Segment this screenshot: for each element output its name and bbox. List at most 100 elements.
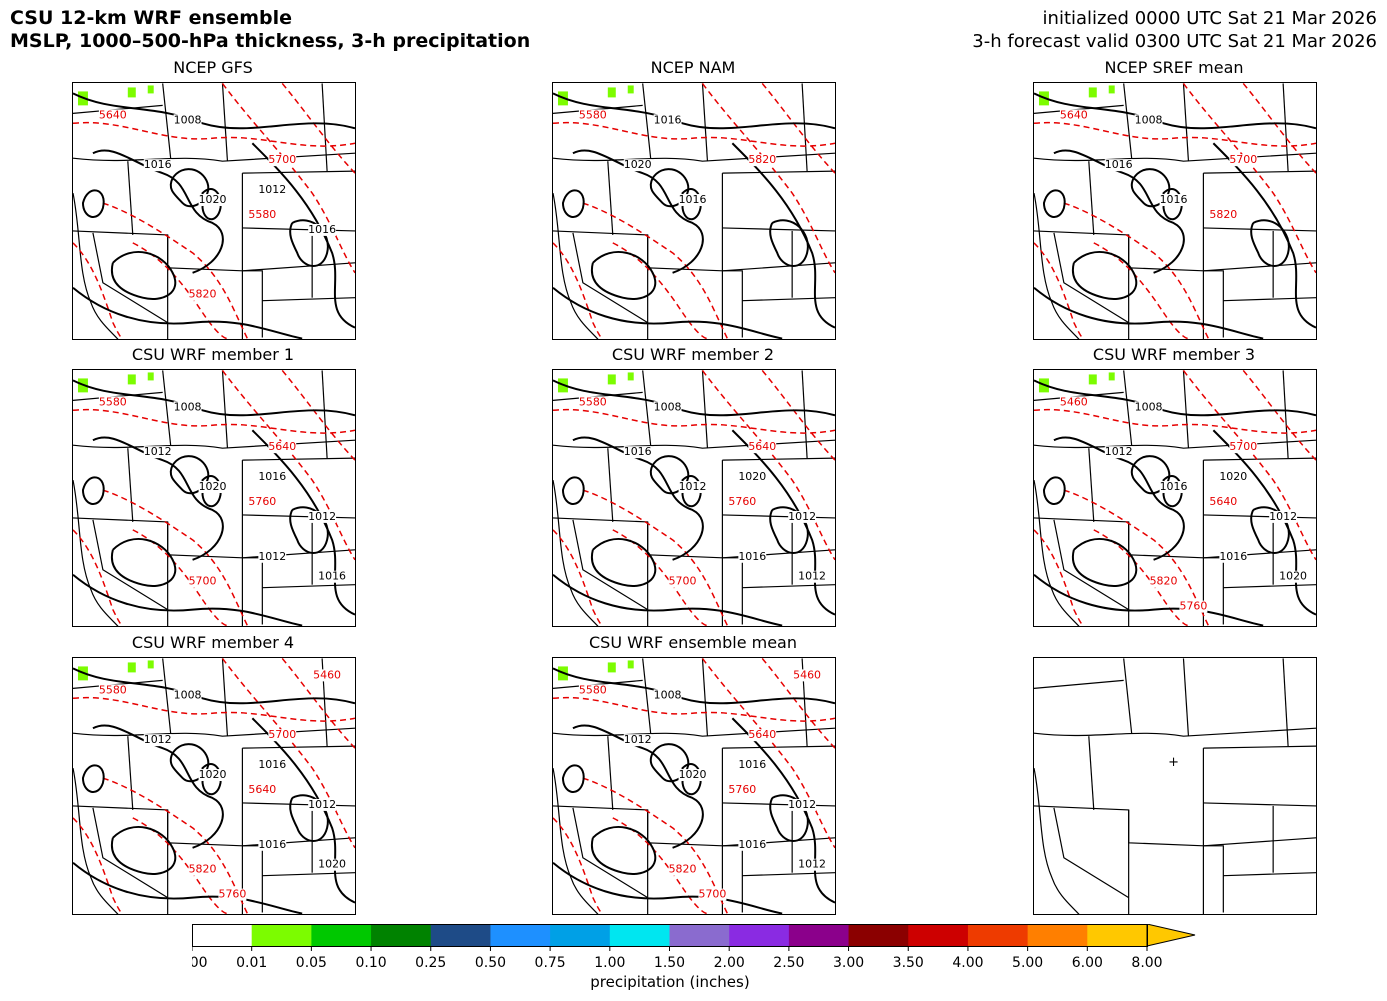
contour-label-background <box>188 863 217 876</box>
contour-label-background <box>268 729 297 742</box>
precipitation-area <box>127 87 136 98</box>
state-boundary <box>742 872 835 877</box>
contour-label-background <box>198 194 227 207</box>
contour-label-background <box>798 570 827 583</box>
thickness-label: 5640 <box>1209 495 1237 508</box>
thickness-contour <box>281 83 355 174</box>
contour-label-background <box>738 471 767 484</box>
state-boundary <box>1123 370 1133 446</box>
contour-label-background <box>728 496 757 508</box>
isobar-label: 1008 <box>1135 113 1163 126</box>
isobar-label: 1020 <box>199 768 227 781</box>
thickness-contour <box>761 370 835 461</box>
contour-label-background <box>308 798 337 811</box>
isobar-label: 1008 <box>654 688 682 701</box>
isobar-contour <box>572 149 704 274</box>
contour-label-background <box>248 496 277 508</box>
thickness-label: 5820 <box>669 863 697 876</box>
colorbar-segment <box>788 924 850 946</box>
state-boundary <box>92 232 168 324</box>
isobar-label: 1012 <box>788 798 816 811</box>
state-boundary <box>701 658 709 737</box>
isobar-contour <box>681 475 702 508</box>
isobar-label: 1008 <box>174 688 202 701</box>
contour-label-background <box>143 159 172 172</box>
isobar-label: 1012 <box>144 445 172 458</box>
isobar-label: 1016 <box>308 223 336 236</box>
thickness-label: 5820 <box>1209 208 1237 221</box>
contour-label-background <box>248 209 277 221</box>
contour-label-background <box>748 729 777 742</box>
map-panel: 1008 1012 1020 1016 1012 1012 1016 5580 5640 5760… <box>72 369 356 627</box>
contour-label-background <box>1104 159 1133 172</box>
colorbar-tick-label: 0.05 <box>296 955 327 971</box>
isobar-contour <box>92 436 224 561</box>
precipitation-area <box>127 662 136 673</box>
isobar-contour <box>1250 219 1290 267</box>
colorbar-tick-label: 6.00 <box>1072 955 1103 971</box>
state-boundary <box>221 658 229 737</box>
state-boundary <box>321 370 328 459</box>
coastline <box>553 767 599 914</box>
colorbar-tick-label: 8.00 <box>1131 955 1162 971</box>
thickness-contour <box>1063 489 1210 626</box>
state-boundary <box>1034 391 1124 401</box>
thickness-label: 5700 <box>268 728 296 741</box>
state-boundary <box>162 83 172 159</box>
isobar-contour <box>561 476 585 505</box>
isobar-contour <box>1212 429 1316 616</box>
colorbar-tick-label: 3.00 <box>833 955 864 971</box>
thickness-label: 5580 <box>579 108 607 121</box>
contour-label-background <box>1279 570 1308 583</box>
state-boundary <box>242 170 355 174</box>
isobar-label: 1016 <box>1105 158 1133 171</box>
isobar-contour <box>731 142 835 329</box>
forecast-times: initialized 0000 UTC Sat 21 Mar 2026 3-h… <box>972 7 1377 53</box>
thickness-contour <box>1242 83 1316 174</box>
isobar-contour <box>553 379 835 417</box>
isobar-contour <box>73 573 303 626</box>
state-boundary <box>1123 658 1133 734</box>
contour-label-background <box>258 838 287 851</box>
map-canvas: 1008 1012 1020 1016 1012 1016 1012 5580 5640 5760… <box>553 658 835 914</box>
contour-label-background <box>268 154 297 167</box>
thickness-label: 5580 <box>99 683 127 696</box>
thickness-contour <box>553 121 835 147</box>
isobar-contour <box>561 189 585 218</box>
state-boundary <box>1123 83 1133 159</box>
contour-label-background <box>698 888 727 901</box>
contour-label-background <box>1219 471 1248 484</box>
state-boundary <box>127 161 134 235</box>
thickness-label: 5580 <box>579 395 607 408</box>
isobar-label: 1016 <box>654 113 682 126</box>
isobar-label: 1008 <box>174 400 202 413</box>
contour-label-background <box>188 288 217 301</box>
isobar-label: 1016 <box>1219 550 1247 563</box>
contour-label-background <box>98 396 127 409</box>
thickness-contour <box>761 83 835 174</box>
contour-label-background <box>748 441 777 454</box>
thickness-label: 5760 <box>248 495 276 508</box>
colorbar-tick-label: 0.25 <box>415 955 446 971</box>
isobar-contour <box>553 667 835 705</box>
contour-label-background <box>578 396 607 409</box>
isobar-label: 1012 <box>679 480 707 493</box>
precipitation-area <box>147 372 154 381</box>
colorbar-tick-label: 4.00 <box>952 955 983 971</box>
isobar-contour <box>73 861 303 914</box>
thickness-label: 5760 <box>218 888 246 901</box>
isobar-label: 1016 <box>318 570 346 583</box>
isobar-label: 1020 <box>738 470 766 483</box>
thickness-contour <box>1034 121 1316 147</box>
thickness-label: 5580 <box>248 208 276 221</box>
contour-label-background <box>143 734 172 747</box>
state-boundary <box>1203 514 1316 519</box>
contour-label-background <box>668 575 697 588</box>
thickness-label: 5760 <box>728 783 756 796</box>
isobar-label: 1020 <box>624 158 652 171</box>
colorbar-tick-label: 3.50 <box>893 955 924 971</box>
thickness-contour <box>761 658 835 749</box>
isobar-label: 1016 <box>738 838 766 851</box>
state-boundary <box>73 679 163 689</box>
state-boundary <box>262 297 355 302</box>
